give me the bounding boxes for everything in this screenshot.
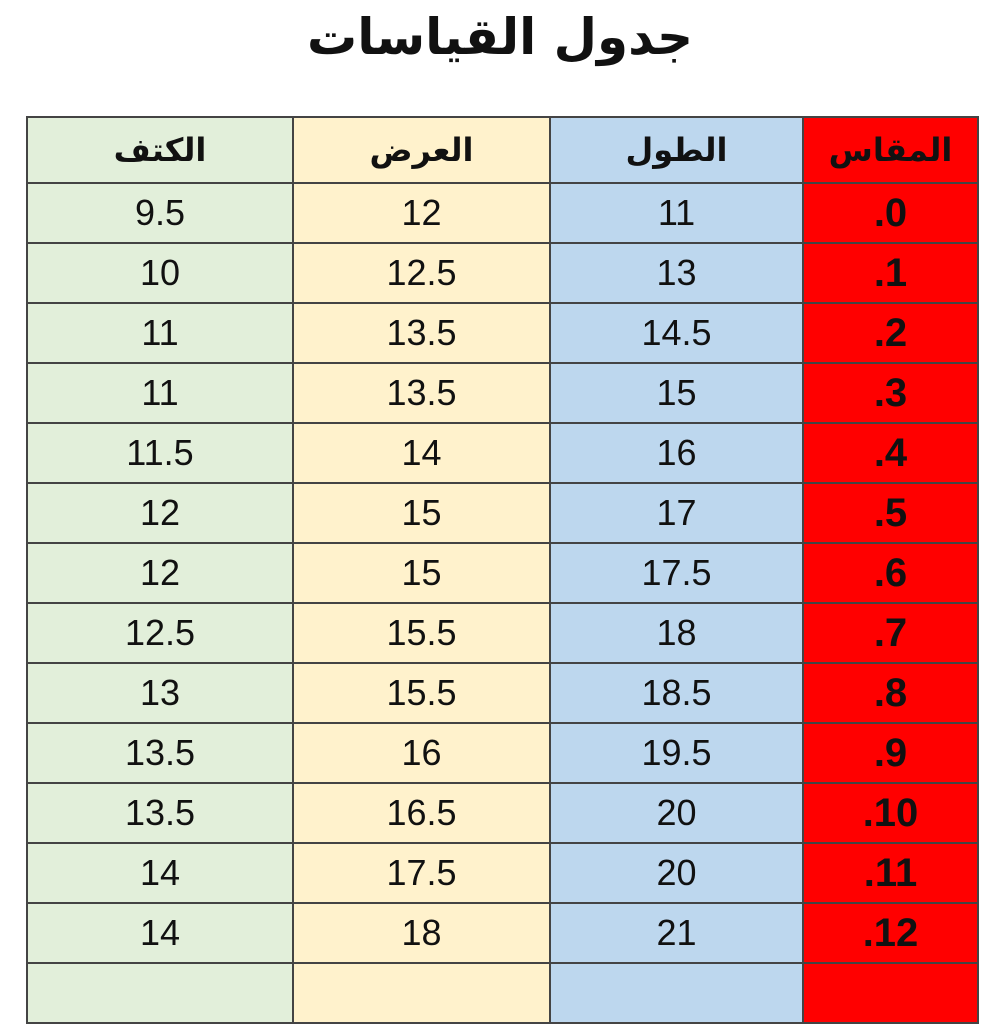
size-chart-table: الكتف العرض الطول المقاس 9.5 12 11.0 10 12.5… xyxy=(26,116,979,1024)
cell-length: 17 xyxy=(549,482,804,544)
cell-width: 15.5 xyxy=(292,602,551,664)
cell-shoulder: 11 xyxy=(26,302,294,364)
cell-size: .12 xyxy=(802,902,979,964)
table-row: 12.5 15.5 18.7 xyxy=(26,602,979,664)
cell-shoulder: 9.5 xyxy=(26,182,294,244)
cell-width: 17.5 xyxy=(292,842,551,904)
cell-size: .7 xyxy=(802,602,979,664)
cell-size: .10 xyxy=(802,782,979,844)
cell-shoulder: 13 xyxy=(26,662,294,724)
cell-width: 13.5 xyxy=(292,362,551,424)
cell-size: .0 xyxy=(802,182,979,244)
cell-length: 17.5 xyxy=(549,542,804,604)
cell-width xyxy=(292,962,551,1024)
cell-shoulder: 13.5 xyxy=(26,782,294,844)
header-row: الكتف العرض الطول المقاس xyxy=(26,116,979,184)
cell-length: 18.5 xyxy=(549,662,804,724)
table-row: 13 15.5 18.5.8 xyxy=(26,662,979,724)
table-row: 12 15 17.5.6 xyxy=(26,542,979,604)
cell-shoulder: 11 xyxy=(26,362,294,424)
cell-shoulder: 14 xyxy=(26,842,294,904)
cell-shoulder: 12 xyxy=(26,482,294,544)
cell-length: 18 xyxy=(549,602,804,664)
cell-size xyxy=(802,962,979,1024)
table-row: 14 18 21.12 xyxy=(26,902,979,964)
cell-shoulder: 14 xyxy=(26,902,294,964)
table-row: 11 13.5 15.3 xyxy=(26,362,979,424)
header-length: الطول xyxy=(549,116,804,184)
cell-width: 16.5 xyxy=(292,782,551,844)
cell-length: 13 xyxy=(549,242,804,304)
header-size: المقاس xyxy=(802,116,979,184)
cell-width: 13.5 xyxy=(292,302,551,364)
cell-size: .6 xyxy=(802,542,979,604)
cell-size: .2 xyxy=(802,302,979,364)
cell-width: 18 xyxy=(292,902,551,964)
cell-shoulder: 11.5 xyxy=(26,422,294,484)
cell-shoulder: 12 xyxy=(26,542,294,604)
cell-width: 15 xyxy=(292,482,551,544)
cell-size: .9 xyxy=(802,722,979,784)
cell-size: .1 xyxy=(802,242,979,304)
cell-width: 14 xyxy=(292,422,551,484)
table-row: 11.5 14 16.4 xyxy=(26,422,979,484)
cell-shoulder: 13.5 xyxy=(26,722,294,784)
table-row: 9.5 12 11.0 xyxy=(26,182,979,244)
table-row: 13.5 16.5 20.10 xyxy=(26,782,979,844)
cell-length: 20 xyxy=(549,782,804,844)
cell-shoulder xyxy=(26,962,294,1024)
cell-length: 21 xyxy=(549,902,804,964)
cell-width: 16 xyxy=(292,722,551,784)
cell-shoulder: 10 xyxy=(26,242,294,304)
table-row: 10 12.5 13.1 xyxy=(26,242,979,304)
header-width: العرض xyxy=(292,116,551,184)
cell-length: 20 xyxy=(549,842,804,904)
cell-length: 11 xyxy=(549,182,804,244)
cell-size: .11 xyxy=(802,842,979,904)
table-row: 12 15 17.5 xyxy=(26,482,979,544)
cell-width: 12.5 xyxy=(292,242,551,304)
cell-size: .4 xyxy=(802,422,979,484)
cell-length: 16 xyxy=(549,422,804,484)
page-title: جدول القياسات xyxy=(306,8,694,66)
cell-length: 19.5 xyxy=(549,722,804,784)
cell-width: 15.5 xyxy=(292,662,551,724)
table-row: 14 17.5 20.11 xyxy=(26,842,979,904)
table-row: 11 13.5 14.5.2 xyxy=(26,302,979,364)
cell-length: 14.5 xyxy=(549,302,804,364)
header-shoulder: الكتف xyxy=(26,116,294,184)
cell-length: 15 xyxy=(549,362,804,424)
cell-width: 15 xyxy=(292,542,551,604)
cell-shoulder: 12.5 xyxy=(26,602,294,664)
cell-size: .5 xyxy=(802,482,979,544)
cell-width: 12 xyxy=(292,182,551,244)
table-row: 13.5 16 19.5.9 xyxy=(26,722,979,784)
cell-size: .3 xyxy=(802,362,979,424)
table-row-partial xyxy=(26,962,979,1024)
cell-size: .8 xyxy=(802,662,979,724)
cell-length xyxy=(549,962,804,1024)
